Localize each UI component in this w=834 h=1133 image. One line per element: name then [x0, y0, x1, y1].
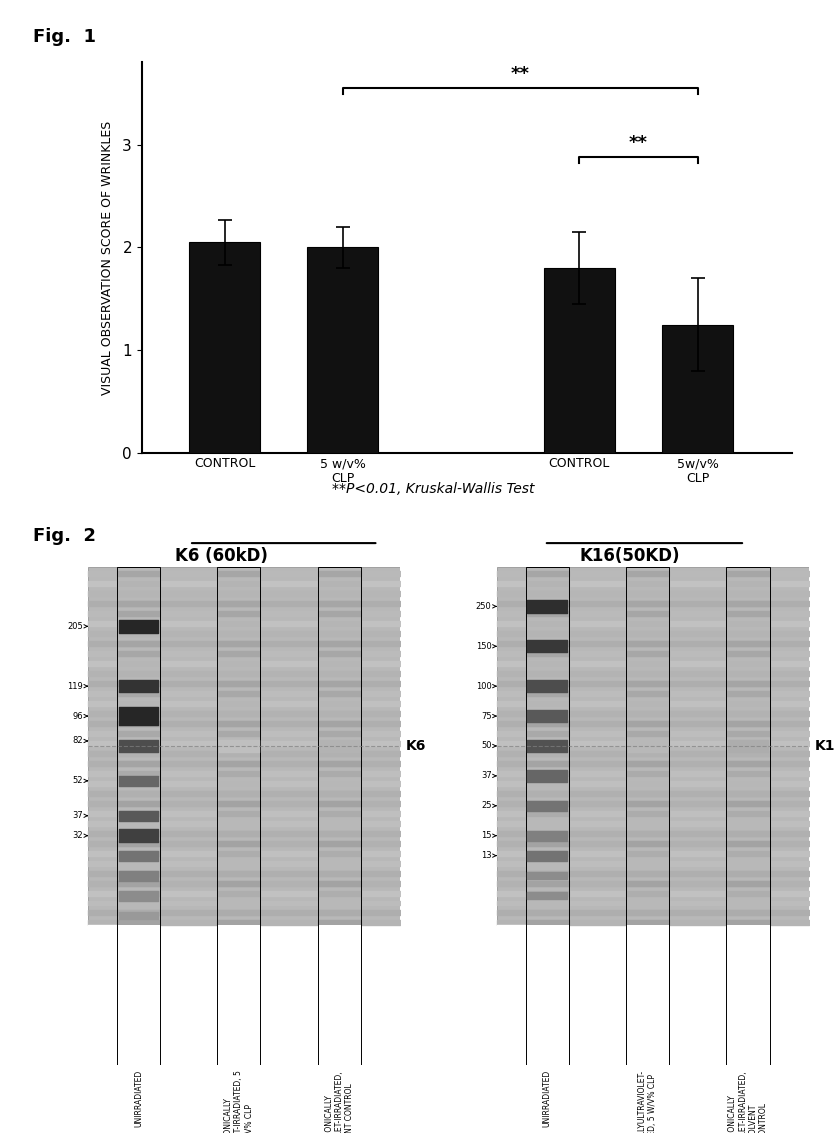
Text: AT START: AT START — [254, 571, 313, 583]
Text: CHRONICALLY
ULTRAVIOLET-IRRADIATED, 5
W/V% CLP: CHRONICALLY ULTRAVIOLET-IRRADIATED, 5 W/… — [224, 1070, 254, 1133]
Bar — [662, 325, 733, 453]
Text: 52: 52 — [73, 776, 83, 785]
Text: 5w/v%
CLP: 5w/v% CLP — [676, 457, 719, 485]
Text: CHRONICALLYULTRAVIOLET-
IRRADIATED, 5 W/V% CLP: CHRONICALLYULTRAVIOLET- IRRADIATED, 5 W/… — [638, 1070, 657, 1133]
Text: 37: 37 — [73, 811, 83, 820]
Bar — [189, 242, 260, 453]
Text: UNIRRADIATED: UNIRRADIATED — [134, 1070, 143, 1127]
Text: 205: 205 — [68, 622, 83, 631]
Text: CHRONICALLY
ULTRAVIOLET-IRRADIATED,
SOLVENT
CONTROL: CHRONICALLY ULTRAVIOLET-IRRADIATED, SOLV… — [728, 1070, 768, 1133]
Text: CONTROL: CONTROL — [193, 457, 255, 470]
Text: 37: 37 — [481, 772, 491, 781]
Text: 96: 96 — [73, 712, 83, 721]
Polygon shape — [88, 566, 400, 926]
Text: ON 6TH WEEK: ON 6TH WEEK — [600, 571, 689, 583]
Text: K6: K6 — [405, 739, 426, 753]
Text: 15: 15 — [481, 832, 491, 841]
Text: 100: 100 — [476, 682, 491, 691]
Text: 82: 82 — [73, 736, 83, 746]
Text: 25: 25 — [481, 801, 491, 810]
Text: 150: 150 — [476, 641, 491, 650]
Title: K6 (60kD): K6 (60kD) — [174, 547, 268, 565]
Polygon shape — [497, 566, 809, 926]
Text: **: ** — [629, 134, 648, 152]
Text: 75: 75 — [481, 712, 491, 721]
Text: **P<0.01, Kruskal-Wallis Test: **P<0.01, Kruskal-Wallis Test — [333, 482, 535, 495]
Text: Fig.  2: Fig. 2 — [33, 527, 97, 545]
Text: K16: K16 — [814, 739, 834, 753]
Text: CHRONICALLY
ULTRAVIOLET-IRRADIATED,
SOLVENT CONTROL: CHRONICALLY ULTRAVIOLET-IRRADIATED, SOLV… — [324, 1070, 354, 1133]
Text: 119: 119 — [68, 682, 83, 691]
Bar — [308, 247, 379, 453]
Text: 5 w/v%
CLP: 5 w/v% CLP — [320, 457, 366, 485]
Text: 250: 250 — [476, 602, 491, 611]
Bar — [544, 269, 615, 453]
Text: 32: 32 — [73, 832, 83, 841]
Text: CONTROL: CONTROL — [549, 457, 610, 470]
Title: K16(50KD): K16(50KD) — [580, 547, 680, 565]
Text: 50: 50 — [481, 741, 491, 750]
Text: Fig.  1: Fig. 1 — [33, 28, 97, 46]
Y-axis label: VISUAL OBSERVATION SCORE OF WRINKLES: VISUAL OBSERVATION SCORE OF WRINKLES — [101, 120, 114, 395]
Text: **: ** — [510, 65, 530, 83]
Text: UNIRRADIATED: UNIRRADIATED — [543, 1070, 551, 1127]
Text: 13: 13 — [481, 851, 491, 860]
